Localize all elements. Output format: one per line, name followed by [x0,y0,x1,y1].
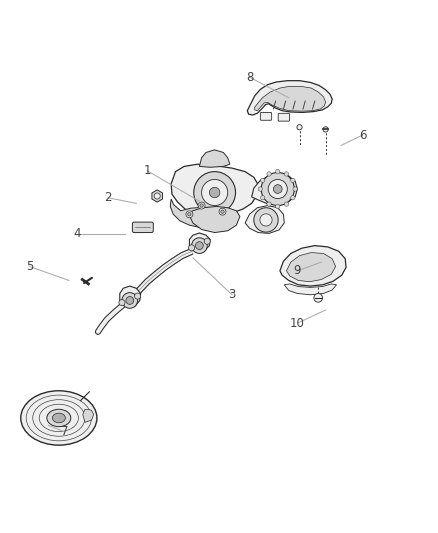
Polygon shape [252,174,297,205]
Circle shape [200,204,203,207]
Circle shape [209,187,220,198]
Circle shape [186,211,193,218]
Circle shape [267,172,271,176]
Text: 1: 1 [143,164,151,177]
Circle shape [261,173,294,206]
Circle shape [119,300,125,305]
Circle shape [122,293,138,308]
Circle shape [261,178,265,182]
Text: 9: 9 [293,264,301,277]
Circle shape [195,241,203,249]
Polygon shape [247,80,332,115]
Circle shape [187,213,191,216]
Circle shape [276,204,280,208]
Circle shape [221,210,224,213]
Polygon shape [286,253,336,282]
Circle shape [258,187,262,191]
Text: 10: 10 [290,317,305,329]
Circle shape [191,238,207,254]
Circle shape [267,202,271,206]
Circle shape [261,196,265,200]
Circle shape [291,178,295,182]
Circle shape [254,208,278,232]
Text: 2: 2 [104,191,112,204]
Text: 4: 4 [74,228,81,240]
Circle shape [268,180,287,199]
Circle shape [204,238,210,244]
Circle shape [154,193,160,199]
Circle shape [323,127,328,132]
Polygon shape [284,284,336,295]
Circle shape [126,296,134,304]
Polygon shape [245,206,284,233]
Text: 6: 6 [359,128,366,142]
Polygon shape [189,233,210,251]
Text: 7: 7 [61,425,68,438]
Polygon shape [83,409,94,422]
FancyBboxPatch shape [132,222,153,232]
Text: 3: 3 [228,288,236,301]
Circle shape [284,172,289,176]
FancyBboxPatch shape [260,112,272,120]
Circle shape [284,202,289,206]
Circle shape [273,184,282,193]
Circle shape [188,245,194,251]
Polygon shape [120,286,141,308]
Circle shape [297,125,302,130]
Polygon shape [171,164,258,215]
Polygon shape [152,190,162,202]
Circle shape [198,202,205,209]
Ellipse shape [21,391,97,445]
Polygon shape [280,246,346,286]
Circle shape [201,180,228,206]
Ellipse shape [52,413,65,423]
Circle shape [293,187,297,191]
Polygon shape [199,150,230,167]
Circle shape [194,172,236,213]
Circle shape [134,293,141,299]
Ellipse shape [47,409,71,426]
Polygon shape [254,86,325,111]
Circle shape [291,196,295,200]
FancyBboxPatch shape [278,114,290,121]
Circle shape [260,214,272,226]
Circle shape [219,208,226,215]
Text: 8: 8 [246,71,253,84]
Polygon shape [188,206,240,232]
Text: 5: 5 [26,260,33,273]
Circle shape [314,294,322,302]
Polygon shape [170,199,227,228]
Circle shape [276,169,280,174]
